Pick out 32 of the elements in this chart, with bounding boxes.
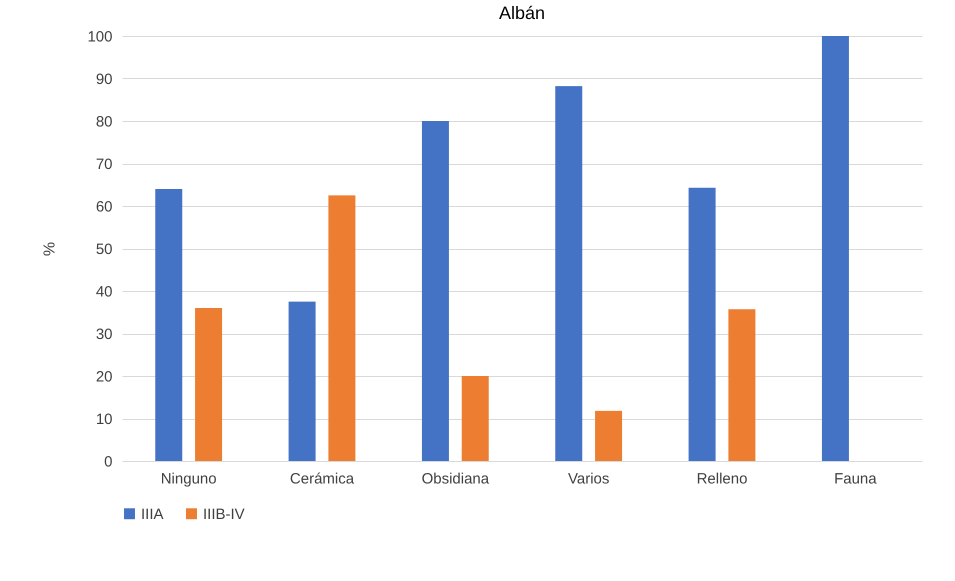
legend-label: IIIA xyxy=(141,506,164,523)
y-tick-label: 60 xyxy=(96,198,112,216)
y-tick-label: 40 xyxy=(96,284,112,300)
y-tick-label: 50 xyxy=(96,241,112,258)
bar xyxy=(462,376,489,461)
bar xyxy=(328,195,356,461)
y-axis-title: % xyxy=(41,242,58,256)
bar xyxy=(822,36,849,461)
y-tick-label: 90 xyxy=(96,71,112,88)
bar xyxy=(155,189,182,461)
y-tick-label: 100 xyxy=(87,28,112,46)
x-tick-label: Varios xyxy=(568,470,610,488)
bar xyxy=(422,121,449,461)
y-tick-label: 70 xyxy=(96,156,112,173)
bar xyxy=(688,188,716,461)
x-tick-label: Cerámica xyxy=(290,470,355,488)
x-tick-label: Ninguno xyxy=(160,470,217,488)
y-tick-label: 20 xyxy=(96,368,112,386)
y-tick-label: 10 xyxy=(96,411,112,428)
y-tick-label: 80 xyxy=(96,114,112,130)
legend-label: IIIB-IV xyxy=(203,506,245,523)
bar xyxy=(288,302,316,461)
y-tick-label: 30 xyxy=(96,326,112,343)
chart-title: Albán xyxy=(498,3,546,23)
bar xyxy=(555,86,582,461)
bar xyxy=(728,309,756,461)
bar xyxy=(195,308,222,461)
x-tick-label: Obsidiana xyxy=(422,470,490,488)
x-tick-label: Relleno xyxy=(696,470,748,488)
bar xyxy=(595,410,622,461)
x-tick-label: Fauna xyxy=(834,470,878,488)
y-tick-label: 0 xyxy=(104,454,112,470)
